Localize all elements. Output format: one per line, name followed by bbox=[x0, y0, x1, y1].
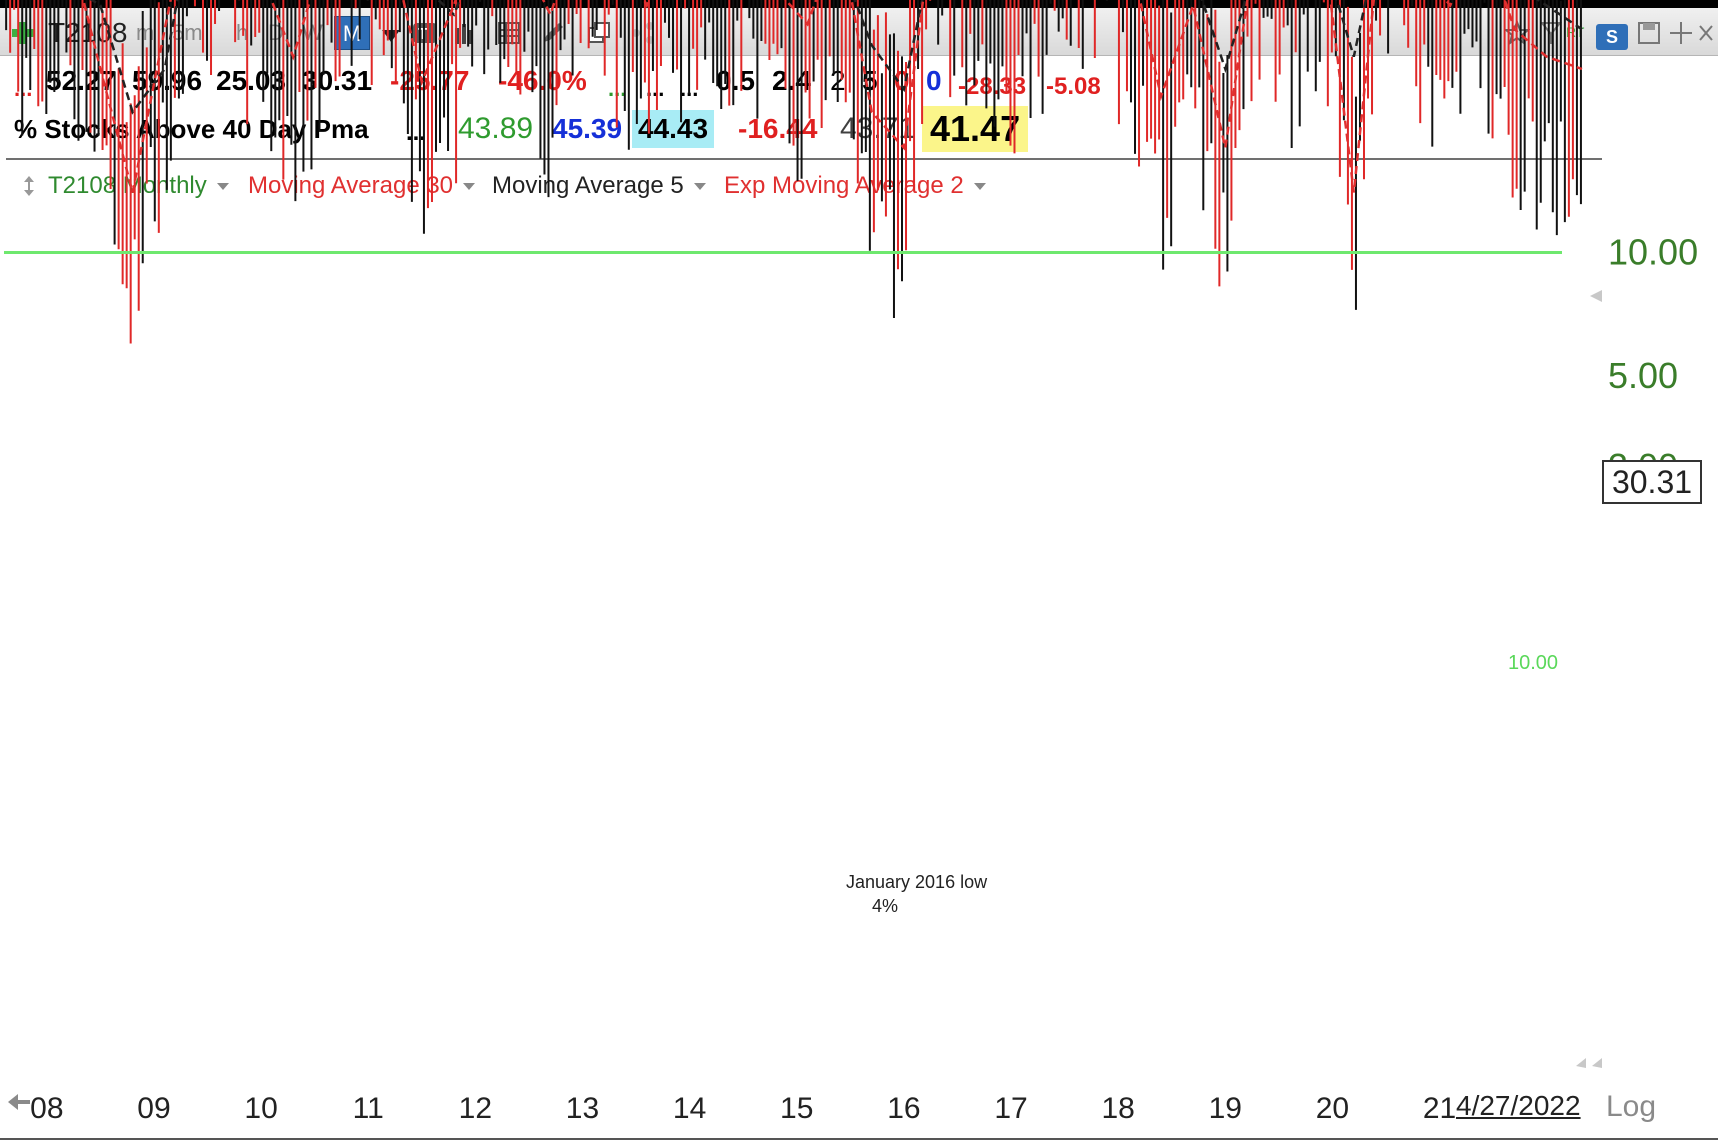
level-label: 10.00 bbox=[1508, 652, 1559, 674]
quote-1-17: -5.08 bbox=[1046, 73, 1101, 100]
scroll-icon[interactable] bbox=[8, 1094, 30, 1110]
quote-1-15: 0 bbox=[926, 65, 942, 96]
annotation-4-percent: 4% bbox=[872, 896, 899, 916]
zoom-icon[interactable] bbox=[1576, 1058, 1602, 1068]
save-icon[interactable] bbox=[1636, 20, 1662, 46]
current-date-label: 4/27/2022 bbox=[1456, 1090, 1581, 1121]
quote-1-10: 0.5 bbox=[716, 65, 755, 96]
quote-2-3: -16.44 bbox=[738, 113, 818, 144]
x-tick-label: 11 bbox=[353, 1092, 384, 1125]
x-tick-label: 13 bbox=[566, 1092, 599, 1125]
bottom-border bbox=[0, 1138, 1718, 1140]
timeframe-h[interactable]: h bbox=[236, 20, 249, 45]
x-tick-label: 12 bbox=[459, 1092, 492, 1125]
legend-label-moving-average-5: Moving Average 5 bbox=[492, 172, 684, 199]
quote-1-4: 30.31 bbox=[302, 65, 373, 96]
y-axis: 100.0050.0010.005.003.00 bbox=[1608, 232, 1698, 488]
axis-markers bbox=[8, 290, 1602, 1110]
header-divider bbox=[6, 158, 1602, 160]
x-tick-label: 19 bbox=[1209, 1092, 1242, 1125]
chevron-down-icon bbox=[973, 183, 986, 191]
quote-2-0: 43.89 bbox=[458, 112, 534, 145]
x-tick-label: 14 bbox=[673, 1092, 706, 1125]
x-tick-label: 18 bbox=[1101, 1092, 1134, 1125]
price-marker-icon bbox=[1590, 290, 1602, 302]
timeframe-5m[interactable]: 5m bbox=[172, 20, 203, 45]
quote-2-2: 44.43 bbox=[632, 110, 715, 148]
quote-2-1: 45.39 bbox=[552, 113, 623, 144]
study-legend: T2108 Monthly Moving Average 30 Moving A… bbox=[0, 166, 1600, 206]
close-icon[interactable] bbox=[1696, 20, 1716, 46]
x-tick-label: 21 bbox=[1423, 1092, 1456, 1125]
x-tick-label: 15 bbox=[780, 1092, 813, 1125]
x-tick-label: 08 bbox=[30, 1092, 63, 1125]
x-tick-label: 20 bbox=[1316, 1092, 1349, 1125]
reference-lines bbox=[4, 251, 1562, 254]
legend-item-moving-average-30[interactable]: Moving Average 30 bbox=[248, 170, 476, 202]
indicator-lines bbox=[82, 0, 1583, 193]
x-tick-label: 17 bbox=[994, 1092, 1027, 1125]
y-tick-label: 5.00 bbox=[1608, 355, 1678, 396]
resize-handle-icon[interactable] bbox=[22, 174, 36, 198]
x-tick-label: 09 bbox=[137, 1092, 170, 1125]
s-icon[interactable]: S bbox=[1596, 24, 1628, 50]
quote-1-11: 2.4 bbox=[772, 65, 811, 96]
indicator-name: % Stocks Above 40 Day Pma bbox=[14, 114, 369, 144]
x-axis: 08 09 10 11 12 13 14 15 16 17 18 19 20 21 bbox=[30, 1092, 1456, 1125]
legend-item-exp-moving-average-2[interactable]: Exp Moving Average 2 bbox=[724, 170, 986, 202]
timeframe-m[interactable]: m bbox=[136, 20, 155, 45]
chevron-down-icon bbox=[693, 183, 706, 191]
flag-icon[interactable] bbox=[1538, 20, 1564, 46]
x-tick-label: 16 bbox=[887, 1092, 920, 1125]
annotation-january-2016-low: January 2016 low bbox=[846, 872, 988, 892]
legend-item-moving-average-5[interactable]: Moving Average 5 bbox=[492, 170, 706, 202]
legend-label-exp-moving-average-2: Exp Moving Average 2 bbox=[724, 172, 964, 199]
price-bars bbox=[5, 0, 1582, 344]
y-tick-label: 10.00 bbox=[1608, 232, 1698, 273]
series-line bbox=[82, 0, 1583, 193]
move-icon[interactable] bbox=[1668, 20, 1694, 46]
legend-label-moving-average-30: Moving Average 30 bbox=[248, 172, 454, 199]
quote-1-8: ... bbox=[646, 76, 665, 101]
x-tick-label: 10 bbox=[244, 1092, 277, 1125]
chevron-down-icon bbox=[216, 183, 229, 191]
log-scale-toggle[interactable]: Log bbox=[1606, 1090, 1657, 1123]
last-price-label: 30.31 bbox=[1602, 460, 1702, 504]
chevron-down-icon bbox=[463, 183, 476, 191]
